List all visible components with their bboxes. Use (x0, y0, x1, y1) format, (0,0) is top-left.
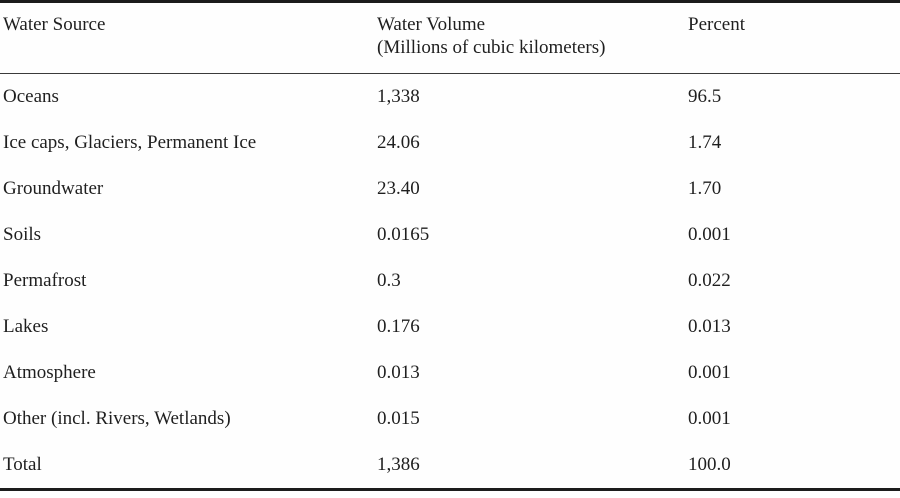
column-header-percent-label: Percent (688, 13, 745, 35)
cell-percent: 0.001 (688, 408, 731, 429)
cell-water-source: Soils (3, 224, 42, 245)
table-row: Permafrost 0.3 0.022 (0, 258, 900, 304)
cell-water-volume: 0.013 (377, 362, 420, 383)
table-row: Other (incl. Rivers, Wetlands) 0.015 0.0… (0, 396, 900, 442)
table-body: Oceans 1,338 96.5 Ice caps, Glaciers, Pe… (0, 74, 900, 488)
cell-water-volume: 1,386 (377, 454, 420, 475)
table-row: Lakes 0.176 0.013 (0, 304, 900, 350)
cell-water-volume: 1,338 (377, 86, 420, 107)
table-row: Groundwater 23.40 1.70 (0, 166, 900, 212)
cell-water-source: Ice caps, Glaciers, Permanent Ice (3, 132, 257, 153)
cell-percent: 0.022 (688, 270, 731, 291)
column-header-water-volume: Water Volume (Millions of cubic kilomete… (374, 13, 685, 73)
cell-water-source: Atmosphere (3, 362, 96, 383)
cell-water-volume: 0.0165 (377, 224, 430, 245)
table-row: Oceans 1,338 96.5 (0, 74, 900, 120)
cell-water-source: Lakes (3, 316, 49, 337)
cell-water-source: Groundwater (3, 178, 104, 199)
cell-percent: 0.001 (688, 362, 731, 383)
table-row-total: Total 1,386 100.0 (0, 442, 900, 488)
column-header-water-volume-label: Water Volume (377, 13, 486, 35)
cell-water-source: Permafrost (3, 270, 87, 291)
column-header-water-volume-sublabel: (Millions of cubic kilometers) (377, 36, 606, 58)
cell-water-source: Other (incl. Rivers, Wetlands) (3, 408, 231, 429)
column-header-water-source: Water Source (0, 13, 374, 73)
cell-percent: 1.70 (688, 178, 722, 199)
cell-percent: 0.013 (688, 316, 731, 337)
table-row: Atmosphere 0.013 0.001 (0, 350, 900, 396)
column-header-water-source-label: Water Source (3, 13, 106, 35)
table-row: Soils 0.0165 0.001 (0, 212, 900, 258)
cell-water-source: Total (3, 454, 42, 475)
cell-percent: 100.0 (688, 454, 731, 475)
cell-water-volume: 0.176 (377, 316, 420, 337)
header-divider-rule (0, 72, 900, 74)
top-rule (0, 0, 900, 3)
cell-water-source: Oceans (3, 86, 59, 107)
cell-percent: 1.74 (688, 132, 722, 153)
cell-water-volume: 23.40 (377, 178, 420, 199)
cell-percent: 0.001 (688, 224, 731, 245)
cell-water-volume: 24.06 (377, 132, 420, 153)
cell-water-volume: 0.015 (377, 408, 420, 429)
table-row: Ice caps, Glaciers, Permanent Ice 24.06 … (0, 120, 900, 166)
cell-water-volume: 0.3 (377, 270, 401, 291)
table-header-row: Water Source Water Volume (Millions of c… (0, 3, 900, 73)
column-header-percent: Percent (685, 13, 900, 73)
bottom-rule (0, 488, 900, 491)
cell-percent: 96.5 (688, 86, 722, 107)
